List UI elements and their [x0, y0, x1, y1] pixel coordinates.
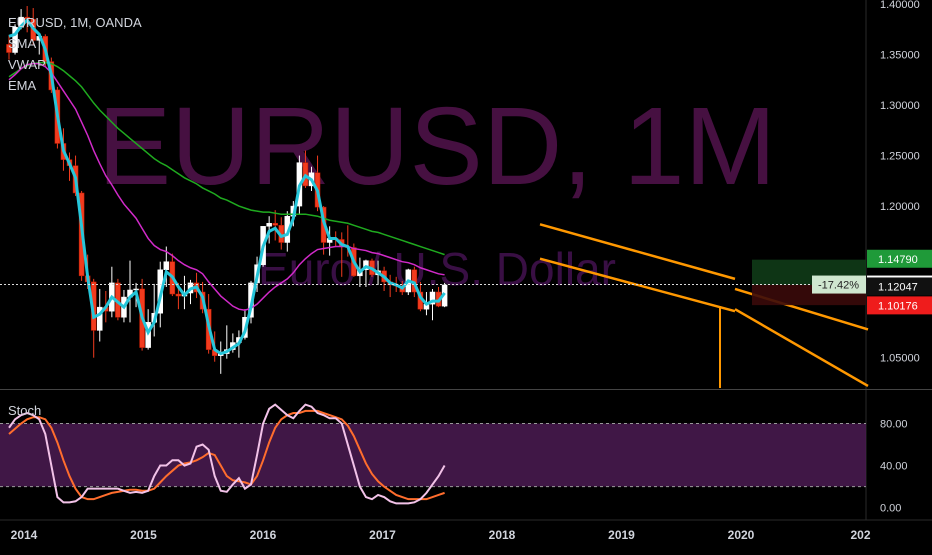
candle-body	[266, 223, 272, 227]
moving-averages-group	[0, 17, 866, 356]
ema-line	[8, 62, 445, 311]
candle-body	[97, 306, 103, 331]
y-tick-label: 1.35000	[880, 50, 920, 62]
price-label-box	[867, 296, 932, 315]
x-tick-label: 2017	[369, 528, 396, 542]
candle-body	[6, 44, 12, 53]
sma-line	[8, 17, 446, 356]
y-tick-label: 1.40000	[880, 0, 920, 11]
legend-sma[interactable]: SMA	[8, 36, 37, 51]
stoch-y-tick-label: 0.00	[880, 503, 901, 515]
price-label-text: 1.12047	[878, 281, 918, 293]
candle-body	[272, 223, 278, 226]
price-label-text: 1.10176	[878, 300, 918, 312]
candle-body	[12, 26, 18, 53]
stoch-band	[0, 423, 866, 487]
x-tick-label: 2019	[608, 528, 635, 542]
y-tick-label: 1.30000	[880, 100, 920, 112]
symbol-title: EURUSD, 1M, OANDA	[8, 15, 142, 30]
y-tick-label: 1.20000	[880, 201, 920, 213]
price-label-text: 1.14790	[878, 254, 918, 266]
x-tick-label: 2015	[130, 528, 157, 542]
stoch-k-line	[8, 403, 446, 505]
position-tag-text: -17.42%	[818, 280, 859, 292]
y-tick-label: 1.25000	[880, 151, 920, 163]
price-label-box	[867, 249, 932, 268]
stoch-y-tick-label: 40.00	[880, 461, 908, 473]
x-tick-label: 2020	[728, 528, 755, 542]
candle-body	[133, 288, 139, 291]
x-tick-label: 2018	[489, 528, 516, 542]
legend-vwap[interactable]: VWAP	[8, 57, 46, 72]
x-tick-label: 2016	[250, 528, 277, 542]
watermark-description: Euro / U.S. Dollar	[258, 243, 616, 295]
candle-body	[429, 291, 436, 305]
vwap-line	[8, 61, 445, 256]
stoch-title[interactable]: Stoch	[8, 403, 42, 418]
legend-ema[interactable]: EMA	[8, 78, 37, 93]
chart-legend: EURUSD, 1M, OANDA SMA VWAP EMA	[8, 12, 142, 96]
candle-body	[175, 293, 182, 297]
stoch-band-group	[0, 423, 866, 488]
candle-body	[163, 261, 170, 271]
price-label-box	[867, 277, 932, 296]
stoch-y-tick-label: 80.00	[880, 419, 908, 431]
trend-line	[734, 308, 869, 388]
trend-line	[539, 223, 736, 281]
stoch-lines-group	[8, 403, 446, 505]
watermark-symbol: EURUSD, 1M	[98, 85, 776, 208]
x-tick-label: 202	[850, 528, 870, 542]
y-tick-label: 1.05000	[880, 353, 920, 365]
position-tag-box	[812, 275, 866, 294]
x-tick-label: 2014	[11, 528, 38, 542]
